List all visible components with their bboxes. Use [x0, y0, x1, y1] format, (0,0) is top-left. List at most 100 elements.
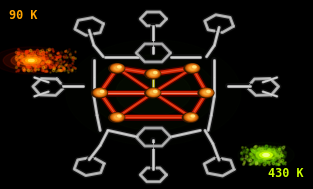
Circle shape: [113, 66, 121, 70]
Point: [244, 147, 249, 150]
Circle shape: [96, 90, 104, 95]
Point: [255, 159, 260, 162]
Point: [22, 61, 27, 64]
Point: [23, 50, 28, 53]
Point: [25, 67, 30, 70]
Point: [267, 160, 272, 163]
Point: [25, 60, 30, 63]
Point: [13, 58, 18, 61]
Point: [35, 63, 40, 66]
Circle shape: [118, 66, 121, 68]
Point: [264, 161, 269, 164]
Point: [61, 69, 66, 72]
Point: [245, 156, 250, 160]
Point: [16, 70, 21, 73]
Point: [36, 57, 41, 60]
Circle shape: [112, 114, 123, 120]
Point: [243, 153, 248, 156]
Point: [278, 160, 283, 163]
Point: [20, 68, 25, 71]
Point: [43, 65, 48, 68]
Point: [43, 60, 48, 64]
Point: [25, 49, 30, 52]
Point: [18, 59, 23, 62]
Ellipse shape: [260, 152, 272, 158]
Point: [275, 152, 280, 155]
Point: [58, 54, 63, 57]
Point: [277, 145, 282, 148]
Point: [31, 64, 36, 67]
Point: [275, 148, 280, 151]
Point: [57, 64, 62, 67]
Point: [267, 153, 272, 156]
Point: [43, 65, 48, 68]
Point: [268, 146, 273, 149]
Point: [269, 159, 274, 162]
Point: [271, 145, 276, 148]
Point: [64, 60, 69, 63]
Point: [27, 67, 32, 70]
Point: [16, 63, 21, 66]
Point: [44, 49, 49, 52]
Point: [255, 149, 260, 152]
Point: [51, 57, 56, 60]
Point: [265, 152, 270, 155]
Point: [247, 163, 252, 166]
Point: [260, 153, 265, 156]
Point: [47, 66, 52, 69]
Point: [23, 51, 28, 54]
Point: [39, 56, 44, 59]
Point: [23, 50, 28, 53]
Point: [28, 67, 33, 70]
Point: [15, 56, 20, 59]
Point: [63, 64, 68, 67]
Point: [248, 153, 253, 156]
Point: [19, 52, 24, 55]
Point: [275, 151, 280, 154]
Point: [280, 151, 285, 154]
Circle shape: [109, 64, 125, 73]
Point: [41, 56, 46, 59]
Point: [259, 146, 264, 149]
Point: [270, 162, 275, 165]
Point: [21, 50, 26, 53]
Point: [24, 57, 29, 60]
Point: [275, 162, 280, 165]
Point: [244, 151, 249, 154]
Circle shape: [100, 90, 104, 92]
Circle shape: [207, 90, 210, 92]
Circle shape: [186, 114, 196, 120]
Circle shape: [184, 64, 200, 73]
Point: [274, 156, 279, 159]
Point: [15, 50, 20, 53]
Point: [68, 55, 73, 58]
Point: [251, 152, 256, 155]
Point: [39, 48, 44, 51]
Point: [72, 57, 77, 60]
Point: [59, 50, 64, 53]
Point: [29, 50, 34, 53]
Point: [281, 161, 286, 164]
Point: [71, 66, 76, 69]
Point: [54, 57, 59, 60]
Point: [54, 52, 59, 55]
Point: [242, 162, 247, 165]
Point: [270, 148, 275, 151]
Point: [34, 57, 39, 60]
Point: [51, 66, 56, 69]
Point: [262, 155, 267, 158]
Point: [240, 156, 245, 159]
Point: [248, 162, 253, 165]
Point: [254, 148, 259, 151]
Point: [262, 152, 267, 155]
Point: [253, 163, 258, 166]
Circle shape: [147, 70, 160, 77]
Point: [44, 60, 49, 63]
Point: [255, 154, 260, 157]
Point: [46, 48, 51, 51]
Point: [24, 64, 29, 67]
Point: [266, 152, 271, 155]
Point: [43, 50, 48, 53]
Point: [45, 62, 50, 65]
Point: [32, 55, 37, 58]
